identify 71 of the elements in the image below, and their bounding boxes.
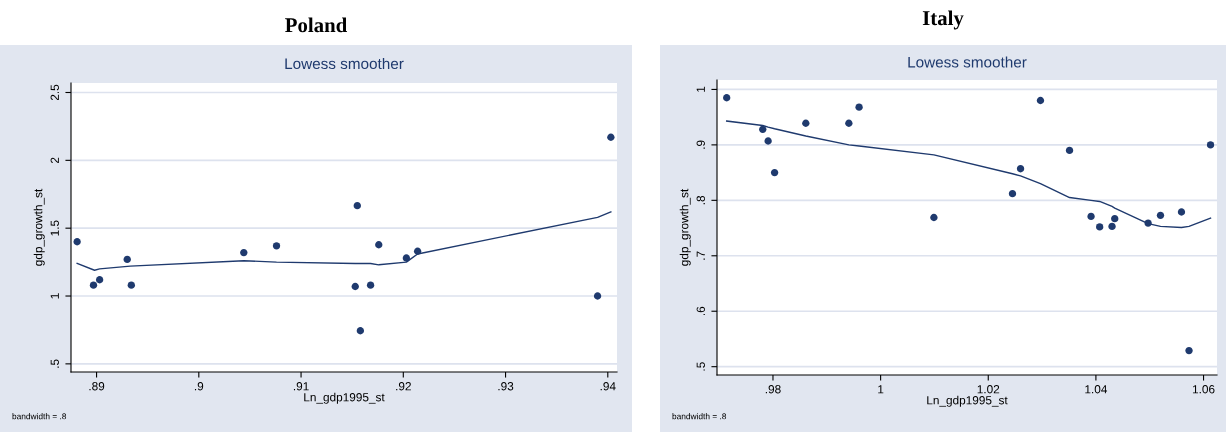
point [1008,190,1017,198]
y-tick-label: 1 [696,86,705,92]
point [802,119,810,127]
point [593,292,602,300]
point [845,119,853,127]
point [1016,165,1025,173]
point [1108,222,1116,231]
point [366,281,375,289]
x-tick-label: 1 [878,385,884,394]
point [1036,96,1045,105]
chart-subtitle: Lowess smoother [285,57,404,70]
y-tick-label: .5 [50,359,59,368]
y-tick-label: .8 [696,195,705,205]
point [1177,208,1186,216]
y-axis-title: gdp_growth_st [679,188,691,266]
y-tick-label: 1.5 [50,220,59,236]
point [123,255,131,264]
chart-title: Italy [922,10,964,30]
point [1206,141,1215,149]
point [855,103,863,111]
x-tick-label: .91 [293,382,309,391]
point [351,282,359,291]
x-tick-label: 1.04 [1085,385,1108,394]
point [1144,219,1152,227]
point [770,168,779,177]
point [127,281,135,289]
point [375,241,383,249]
point [1065,146,1074,155]
x-tick-label: .98 [765,385,781,394]
point [1185,346,1193,355]
point [1111,214,1119,223]
line-series [725,120,1212,229]
line-series [76,211,612,271]
point [1156,211,1165,219]
point [764,137,772,145]
x-tick-label: .94 [600,382,616,391]
point [89,281,98,289]
point [607,133,615,141]
x-axis-title: Ln_gdp1995_st [927,395,1008,407]
point [1087,212,1095,221]
y-tick-label: .6 [696,306,705,316]
x-tick-label: 1.02 [977,385,1000,394]
point [723,94,731,102]
y-tick-label: 2.5 [50,84,59,101]
x-axis-title: Ln_gdp1995_st [304,392,385,404]
point [95,276,104,284]
y-tick-label: .5 [696,362,705,371]
y-tick-label: 1 [50,293,59,299]
y-tick-label: .7 [696,251,705,260]
point [413,247,422,255]
x-tick-label: 1.06 [1192,385,1215,394]
x-tick-label: .92 [396,382,411,391]
text: bandwidth = .8 [12,413,67,420]
x-tick-label: .9 [194,382,204,391]
point [402,254,411,262]
point [353,201,361,210]
point [240,248,248,257]
y-axis-title: gdp_growth_st [33,188,45,266]
point [1095,223,1104,231]
y-tick-label: 2 [50,157,59,164]
text: bandwidth = .8 [672,413,727,420]
x-tick-label: .89 [89,382,105,391]
point [356,327,365,335]
point [73,238,81,246]
point [930,213,938,222]
chart-title: Poland [285,17,348,33]
y-tick-label: .9 [696,140,705,149]
x-tick-label: .93 [498,382,514,391]
point [272,242,281,250]
point [759,125,767,134]
chart-subtitle: Lowess smoother [908,56,1027,68]
